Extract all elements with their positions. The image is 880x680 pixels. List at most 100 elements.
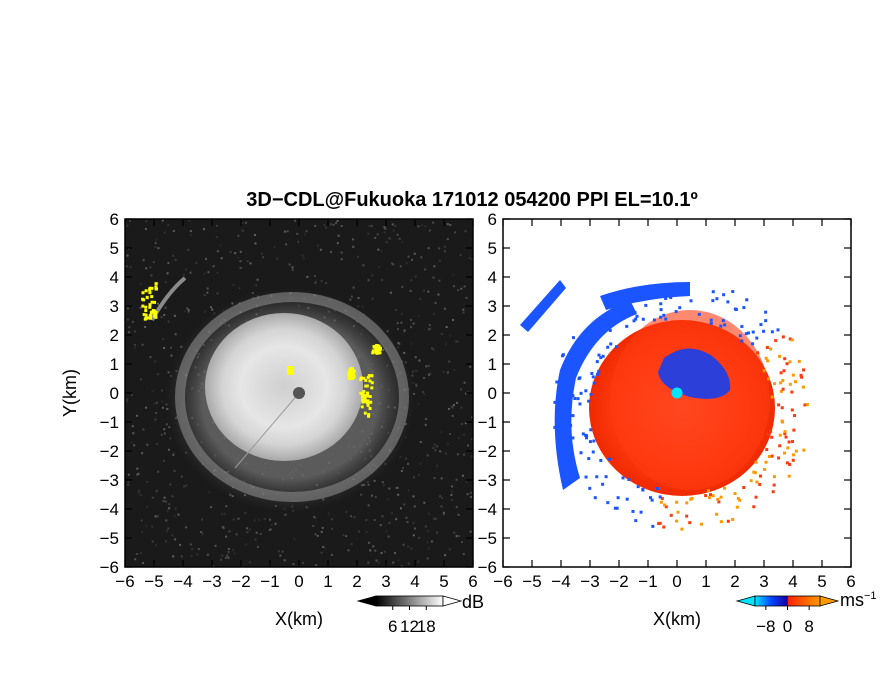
velocity-pixel xyxy=(719,520,723,524)
noise-pixel xyxy=(156,282,159,285)
velocity-pixel xyxy=(783,451,787,455)
velocity-pixel xyxy=(631,509,635,513)
velocity-pixel xyxy=(669,513,673,517)
velocity-pixel xyxy=(754,495,758,499)
velocity-pixel xyxy=(731,517,735,521)
noise-pixel xyxy=(407,462,410,465)
noise-pixel xyxy=(296,232,299,235)
noise-pixel xyxy=(288,263,291,266)
noise-pixel xyxy=(433,443,436,446)
velocity-pixel xyxy=(734,308,738,312)
noise-pixel xyxy=(134,330,137,333)
noise-pixel xyxy=(469,365,472,368)
velocity-pixel xyxy=(781,387,785,391)
noise-pixel xyxy=(460,287,463,290)
noise-pixel xyxy=(409,319,412,322)
noise-pixel xyxy=(315,564,318,567)
velocity-pixel xyxy=(627,478,631,482)
noise-pixel xyxy=(405,516,408,519)
noise-pixel xyxy=(149,356,152,359)
noise-pixel xyxy=(465,480,468,483)
noise-pixel xyxy=(397,559,400,562)
noise-pixel xyxy=(284,513,287,516)
noise-pixel xyxy=(412,476,415,479)
noise-pixel xyxy=(434,449,437,452)
noise-pixel xyxy=(133,444,136,447)
colorbar-high-arrow xyxy=(442,595,463,607)
noise-pixel xyxy=(433,265,436,268)
noise-pixel xyxy=(336,242,339,245)
yellow-echo-pixel xyxy=(290,367,294,371)
yellow-echo-pixel xyxy=(352,370,356,374)
noise-pixel xyxy=(401,285,404,288)
y-tick-label: −1 xyxy=(100,413,119,432)
velocity-pixel xyxy=(571,394,575,398)
y-tick-label: 2 xyxy=(488,326,497,345)
noise-pixel xyxy=(433,477,436,480)
noise-pixel xyxy=(413,252,416,255)
noise-pixel xyxy=(412,534,415,537)
noise-pixel xyxy=(167,223,170,226)
noise-pixel xyxy=(391,262,394,265)
noise-pixel xyxy=(430,347,433,350)
noise-pixel xyxy=(127,473,130,476)
noise-pixel xyxy=(324,547,327,550)
noise-pixel xyxy=(207,271,210,274)
velocity-pixel xyxy=(633,311,637,315)
noise-pixel xyxy=(432,348,435,351)
noise-pixel xyxy=(225,505,228,508)
noise-pixel xyxy=(162,500,165,503)
noise-pixel xyxy=(403,503,406,506)
noise-pixel xyxy=(313,515,316,518)
noise-pixel xyxy=(312,524,315,527)
noise-pixel xyxy=(349,298,352,301)
noise-pixel xyxy=(167,261,170,264)
velocity-pixel xyxy=(786,446,790,450)
velocity-pixel xyxy=(783,357,787,361)
radar-site-marker-right xyxy=(671,387,683,399)
noise-pixel xyxy=(325,226,328,229)
noise-pixel xyxy=(163,231,166,234)
velocity-pixel xyxy=(779,381,783,385)
yellow-echo-pixel xyxy=(359,391,363,395)
noise-pixel xyxy=(237,256,240,259)
noise-pixel xyxy=(206,287,209,290)
yellow-echo-pixel xyxy=(149,316,153,320)
velocity-pixel xyxy=(654,293,658,297)
yellow-echo-pixel xyxy=(371,351,375,355)
yellow-echo-pixel xyxy=(363,398,367,402)
y-tick-label: −6 xyxy=(478,558,497,577)
velocity-pixel xyxy=(742,485,746,489)
noise-pixel xyxy=(187,308,190,311)
velocity-pixel xyxy=(793,380,797,384)
velocity-pixel xyxy=(802,368,806,372)
noise-pixel xyxy=(388,487,391,490)
noise-pixel xyxy=(177,513,180,516)
x-tick-label: 1 xyxy=(323,572,332,591)
noise-pixel xyxy=(415,369,418,372)
approaching-arc-band xyxy=(554,300,637,490)
noise-pixel xyxy=(467,391,470,394)
velocity-pixel xyxy=(755,336,759,340)
velocity-pixel xyxy=(711,494,715,498)
noise-pixel xyxy=(165,500,168,503)
noise-pixel xyxy=(330,518,333,521)
yellow-echo-pixel xyxy=(144,313,148,317)
noise-pixel xyxy=(256,278,259,281)
noise-pixel xyxy=(200,531,203,534)
noise-pixel xyxy=(418,359,421,362)
velocity-pixel xyxy=(783,432,787,436)
noise-pixel xyxy=(141,531,144,534)
velocity-pixel xyxy=(650,498,654,502)
noise-pixel xyxy=(168,503,171,506)
velocity-pixel xyxy=(674,310,678,314)
noise-pixel xyxy=(463,381,466,384)
noise-pixel xyxy=(374,236,377,239)
noise-pixel xyxy=(302,257,305,260)
velocity-pixel xyxy=(648,496,652,500)
yellow-echo-pixel xyxy=(376,344,380,348)
noise-pixel xyxy=(154,418,157,421)
noise-pixel xyxy=(314,533,317,536)
velocity-pixel xyxy=(765,448,769,452)
noise-pixel xyxy=(165,423,168,426)
